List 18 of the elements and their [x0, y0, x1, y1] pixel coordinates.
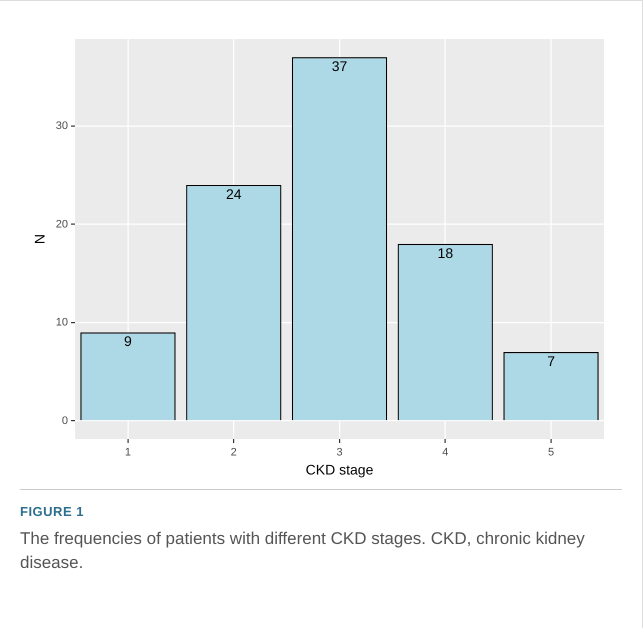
y-tick-label: 0 [62, 414, 68, 427]
y-tick-label: 20 [56, 218, 68, 230]
x-axis-title: CKD stage [306, 461, 374, 478]
data-label: 24 [226, 186, 242, 202]
x-tick-label: 5 [548, 446, 554, 459]
data-label: 7 [547, 352, 556, 369]
y-tick-label: 30 [56, 120, 68, 132]
x-tick-label: 2 [230, 446, 237, 459]
caption: FIGURE 1 [20, 504, 85, 519]
y-axis-title: N [31, 234, 48, 244]
x-tick-label: 1 [124, 446, 131, 459]
y-tick-label: 10 [56, 316, 68, 329]
text: The frequencies of patients with different CKD stages. CKD, chronic kidney disease. [20, 528, 586, 574]
data-label: 37 [332, 58, 348, 74]
data-label: 9 [124, 333, 132, 350]
x-tick-label: 4 [442, 446, 448, 459]
x-tick-label: 3 [336, 446, 343, 459]
data-label: 18 [438, 244, 454, 261]
